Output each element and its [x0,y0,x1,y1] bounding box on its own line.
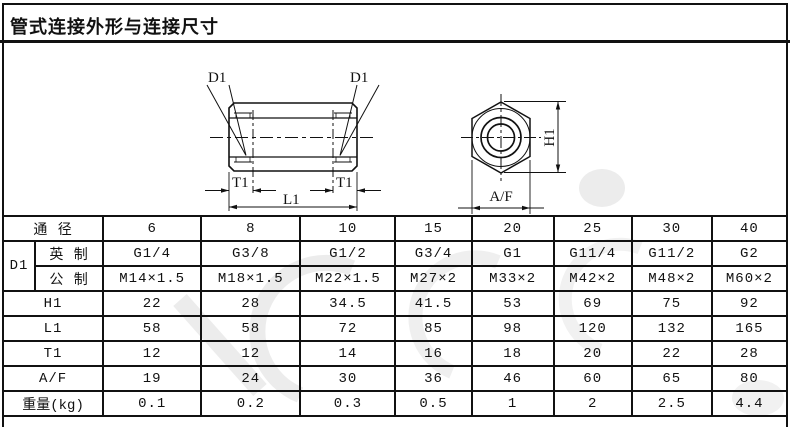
cell: 24 [200,365,302,392]
table-row-af: A/F 19 24 30 36 46 60 65 80 [1,365,789,392]
cell: 20 [470,215,555,242]
end-view: H1 A/F [458,94,566,214]
cell: G1/2 [299,240,397,267]
row-label-h1: H1 [1,290,105,317]
cell: G11/2 [630,240,713,267]
cell: 69 [552,290,633,317]
row-label-af: A/F [1,365,105,392]
cell: 30 [299,365,397,392]
d1-label-left: D1 [208,70,226,86]
cell: 58 [200,315,302,342]
cell: 75 [630,290,713,317]
cell: 8 [200,215,302,242]
cell: G3/8 [200,240,302,267]
cell: M27×2 [394,265,473,292]
cell: 19 [102,365,203,392]
cell: 34.5 [299,290,397,317]
cell: 40 [710,215,789,242]
cell: 46 [470,365,555,392]
cell: 58 [102,315,203,342]
cell: G1 [470,240,555,267]
dimension-table: 通 径 6 8 10 15 20 25 30 40 D1 英 制 G1/4 G3… [1,215,789,417]
cell: 12 [102,340,203,367]
cell: 4.4 [710,390,789,417]
cell: 36 [394,365,473,392]
cell: 28 [200,290,302,317]
cell: 65 [630,365,713,392]
cell: 0.5 [394,390,473,417]
cell: 22 [102,290,203,317]
h1-label: H1 [542,128,558,146]
row-label-l1: L1 [1,315,105,342]
cell: 2.5 [630,390,713,417]
cell: 14 [299,340,397,367]
l1-label: L1 [283,192,300,208]
cell: 85 [394,315,473,342]
row-label-d1: D1 [1,240,37,292]
cell: 0.2 [200,390,302,417]
cell: 1 [470,390,555,417]
table-row-l1: L1 58 58 72 85 98 120 132 165 [1,315,789,342]
cell: 98 [470,315,555,342]
cell: 20 [552,340,633,367]
row-label-metric: 公 制 [34,265,105,292]
cell: 120 [552,315,633,342]
cell: 92 [710,290,789,317]
table-row-imperial: D1 英 制 G1/4 G3/8 G1/2 G3/4 G1 G11/4 G11/… [1,240,789,292]
cell: 0.1 [102,390,203,417]
d1-label-right: D1 [350,70,368,86]
title-divider [0,40,790,43]
table-row-t1: T1 12 12 14 16 18 20 22 28 [1,340,789,367]
cell: G1/4 [102,240,203,267]
cell: G3/4 [394,240,473,267]
page-title: 管式连接外形与连接尺寸 [10,17,219,37]
side-view: D1 D1 T1 T1 L1 [205,70,381,211]
cell: 22 [630,340,713,367]
t1-label-left: T1 [232,175,249,191]
cell: 15 [394,215,473,242]
cell: M60×2 [710,265,789,292]
cell: 80 [710,365,789,392]
page-border [2,3,788,427]
cell: M48×2 [630,265,713,292]
cell: M14×1.5 [102,265,203,292]
cell: 16 [394,340,473,367]
row-label-diameter: 通 径 [1,215,105,242]
cell: 10 [299,215,397,242]
af-label: A/F [489,189,512,205]
cell: M42×2 [552,265,633,292]
cell: 2 [552,390,633,417]
cell: M33×2 [470,265,555,292]
cell: M22×1.5 [299,265,397,292]
cell: 53 [470,290,555,317]
t1-label-right: T1 [336,175,353,191]
table-row-metric: 公 制 M14×1.5 M18×1.5 M22×1.5 M27×2 M33×2 … [3,265,789,292]
cell: 25 [552,215,633,242]
table-row-h1: H1 22 28 34.5 41.5 53 69 75 92 [1,290,789,317]
cell: G2 [710,240,789,267]
row-label-weight: 重量(kg) [1,390,105,417]
cell: 41.5 [394,290,473,317]
row-label-t1: T1 [1,340,105,367]
cell: M18×1.5 [200,265,302,292]
cell: 132 [630,315,713,342]
cell: 72 [299,315,397,342]
technical-drawing: D1 D1 T1 T1 L1 [205,70,566,214]
table-row-diameter: 通 径 6 8 10 15 20 25 30 40 [1,215,789,242]
cell: 12 [200,340,302,367]
cell: G11/4 [552,240,633,267]
table-row-weight: 重量(kg) 0.1 0.2 0.3 0.5 1 2 2.5 4.4 [1,390,789,417]
cell: 28 [710,340,789,367]
row-label-imperial: 英 制 [34,240,105,267]
cell: 6 [102,215,203,242]
cell: 165 [710,315,789,342]
cell: 60 [552,365,633,392]
cell: 0.3 [299,390,397,417]
cell: 18 [470,340,555,367]
cell: 30 [630,215,713,242]
